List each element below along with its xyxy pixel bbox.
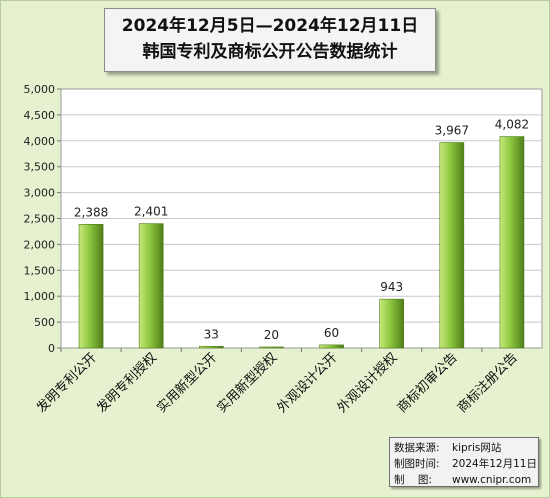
data-label: 3,967 <box>435 124 469 138</box>
y-tick-label: 4,000 <box>24 135 56 148</box>
x-tick-label: 实用新型授权 <box>214 350 280 416</box>
data-label: 943 <box>380 280 403 294</box>
source-row: 数据来源: kipris网站 <box>394 440 538 456</box>
bars <box>78 136 525 349</box>
maker-value: www.cnipr.com <box>452 474 532 486</box>
bar <box>319 344 344 349</box>
y-tick-label: 0 <box>48 342 55 355</box>
bar <box>379 298 405 349</box>
bar <box>439 142 465 349</box>
data-label: 33 <box>204 327 219 341</box>
data-label: 2,401 <box>134 205 168 219</box>
x-tick-label: 发明专利授权 <box>94 350 160 416</box>
chart-title: 韩国专利及商标公开公告数据统计 <box>142 42 398 62</box>
source-info-box: 数据来源: kipris网站 制图时间: 2024年12月11日 制 图: www.c… <box>389 437 539 487</box>
y-tick-label: 5,000 <box>24 83 56 96</box>
y-tick-label: 1,500 <box>24 264 56 277</box>
data-label: 4,082 <box>495 118 529 132</box>
x-tick-label: 商标注册公告 <box>455 350 521 416</box>
date-value: 2024年12月11日 <box>452 458 537 470</box>
date-label: 制图时间: <box>394 458 440 470</box>
data-label: 20 <box>264 328 279 342</box>
data-labels: 2,388 2,401 33 20 60 943 3,967 4,082 <box>74 118 529 342</box>
y-tick-label: 500 <box>34 316 55 329</box>
y-tick-label: 1,000 <box>24 290 56 303</box>
maker-label: 制 图: <box>394 474 432 486</box>
x-tick-label: 发明专利公开 <box>33 350 99 416</box>
bar <box>78 224 104 349</box>
bar <box>259 346 284 349</box>
bar <box>138 223 164 349</box>
y-tick-label: 3,000 <box>24 187 56 200</box>
bar <box>499 136 525 349</box>
y-tick-label: 3,500 <box>24 161 56 174</box>
y-axis: 0 500 1,000 1,500 2,000 2,500 3,000 3,500 4,000 4… <box>24 83 61 355</box>
bar <box>198 345 224 349</box>
maker-row: 制 图: www.cnipr.com <box>394 472 538 488</box>
source-value: kipris网站 <box>452 442 502 454</box>
y-tick-label: 2,000 <box>24 238 56 251</box>
chart-title-date-range: 2024年12月5日—2024年12月11日 <box>121 16 419 36</box>
chart-title-box: 2024年12月5日—2024年12月11日 韩国专利及商标公开公告数据统计 <box>104 8 436 72</box>
x-tick-label: 实用新型公开 <box>154 350 220 416</box>
x-tick-label: 商标初审公告 <box>395 350 461 416</box>
data-label: 2,388 <box>74 205 108 219</box>
y-tick-label: 4,500 <box>24 109 56 122</box>
x-tick-label: 外观设计公开 <box>275 350 341 416</box>
data-label: 60 <box>324 326 339 340</box>
source-label: 数据来源: <box>394 442 440 454</box>
y-tick-label: 2,500 <box>24 213 56 226</box>
date-row: 制图时间: 2024年12月11日 <box>394 456 538 472</box>
x-tick-label: 外观设计授权 <box>334 350 400 416</box>
x-axis: 发明专利公开发明专利授权实用新型公开实用新型授权外观设计公开外观设计授权商标初审… <box>33 348 521 416</box>
